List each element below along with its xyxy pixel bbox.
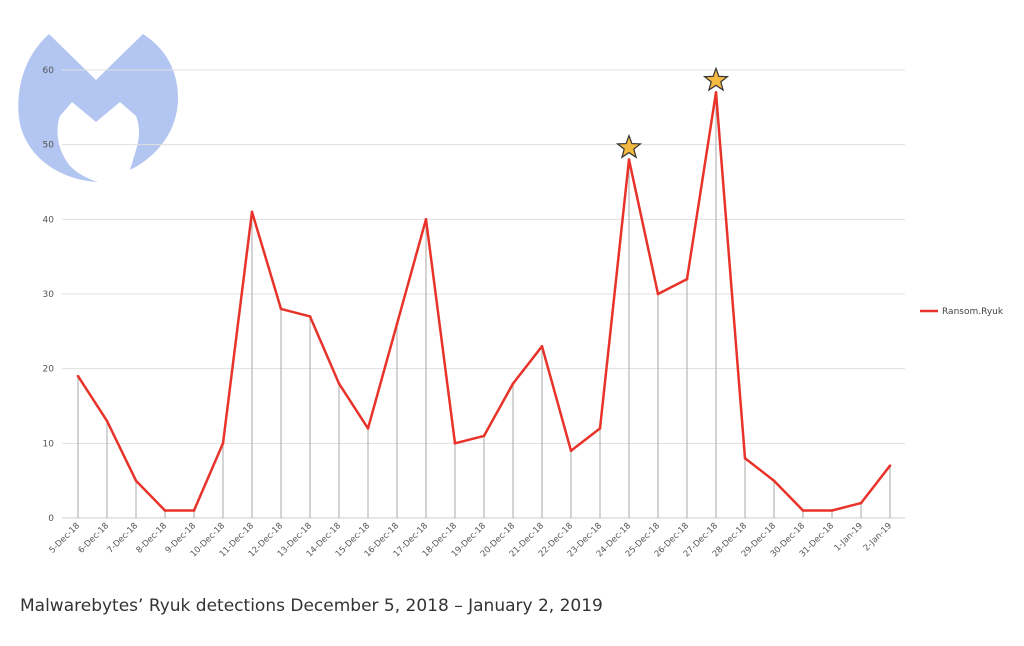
y-tick-label-10: 10 xyxy=(43,439,55,449)
legend-label-ransom-ryuk: Ransom.Ryuk xyxy=(942,307,1004,317)
y-tick-label-50: 50 xyxy=(43,141,55,151)
data-point-5-Dec-18 xyxy=(76,374,80,378)
x-tick-label-5-Dec-18: 5-Dec-18 xyxy=(48,521,83,556)
data-point-1-Jan-19 xyxy=(859,501,863,505)
data-point-8-Dec-18 xyxy=(163,509,167,512)
data-point-29-Dec-18 xyxy=(772,479,776,482)
line-chart: 0 10 20 30 40 50 60 5-Dec-186-Dec-187-Dec-188-… xyxy=(18,34,1004,559)
data-point-15-Dec-18 xyxy=(366,427,370,430)
data-point-31-Dec-18 xyxy=(830,509,834,512)
malwarebytes-logo xyxy=(18,34,179,182)
y-tick-label-0: 0 xyxy=(48,514,54,524)
data-point-30-Dec-18 xyxy=(801,509,805,512)
data-point-27-Dec-18 xyxy=(714,91,718,94)
data-point-23-Dec-18 xyxy=(598,427,602,430)
x-axis-ticks: 5-Dec-186-Dec-187-Dec-188-Dec-189-Dec-18… xyxy=(48,521,895,559)
data-point-25-Dec-18 xyxy=(656,292,660,296)
data-point-28-Dec-18 xyxy=(743,456,747,460)
data-point-2-Jan-19 xyxy=(888,464,892,468)
data-point-19-Dec-18 xyxy=(482,434,486,438)
data-point-20-Dec-18 xyxy=(511,382,515,385)
x-tick-label-1-Jan-19: 1-Jan-19 xyxy=(833,521,865,553)
y-tick-label-30: 30 xyxy=(43,290,55,300)
data-point-9-Dec-18 xyxy=(192,509,196,512)
x-tick-label-8-Dec-18: 8-Dec-18 xyxy=(135,521,170,556)
data-point-12-Dec-18 xyxy=(279,307,283,311)
logo-shape xyxy=(18,34,179,182)
y-tick-label-60: 60 xyxy=(43,66,55,76)
data-point-13-Dec-18 xyxy=(308,315,312,318)
x-tick-label-2-Jan-19: 2-Jan-19 xyxy=(862,521,894,553)
data-point-26-Dec-18 xyxy=(685,277,689,281)
x-tick-label-7-Dec-18: 7-Dec-18 xyxy=(106,521,141,556)
star-icon xyxy=(615,133,643,159)
data-point-24-Dec-18 xyxy=(627,158,631,161)
data-point-6-Dec-18 xyxy=(105,419,109,423)
legend: Ransom.Ryuk xyxy=(920,307,1004,317)
star-icon xyxy=(702,66,730,92)
data-point-21-Dec-18 xyxy=(540,344,544,348)
data-point-7-Dec-18 xyxy=(134,479,138,482)
y-axis-ticks: 0 10 20 30 40 50 60 xyxy=(43,66,55,524)
x-tick-label-6-Dec-18: 6-Dec-18 xyxy=(77,521,112,556)
data-point-17-Dec-18 xyxy=(424,218,428,221)
y-tick-label-20: 20 xyxy=(43,365,55,375)
y-tick-label-40: 40 xyxy=(43,215,55,225)
data-point-22-Dec-18 xyxy=(569,449,573,453)
data-point-11-Dec-18 xyxy=(250,210,254,214)
data-point-18-Dec-18 xyxy=(453,442,457,445)
series-ransom-ryuk xyxy=(76,91,892,512)
chart-caption: Malwarebytes’ Ryuk detections December 5… xyxy=(20,596,603,616)
data-point-14-Dec-18 xyxy=(337,382,341,385)
data-point-16-Dec-18 xyxy=(395,322,399,326)
drop-lines xyxy=(77,92,891,518)
data-point-10-Dec-18 xyxy=(221,442,225,445)
gridlines xyxy=(62,69,905,519)
peak-stars xyxy=(615,66,730,159)
